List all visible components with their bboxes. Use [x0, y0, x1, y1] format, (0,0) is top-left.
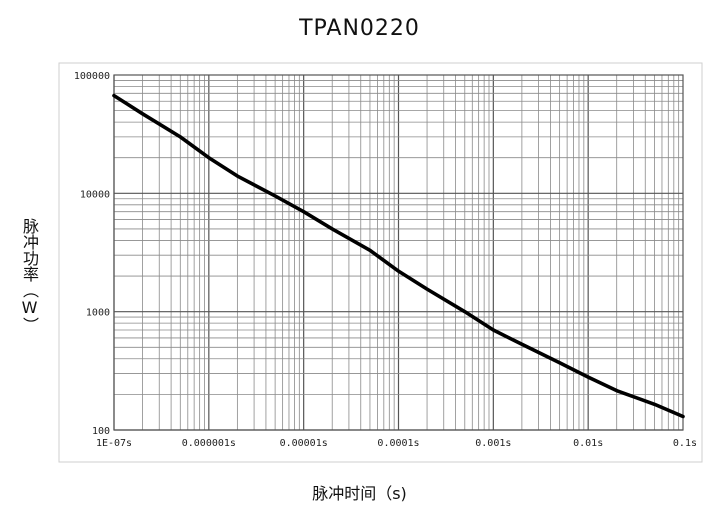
plot-border — [113, 74, 684, 431]
y-axis-label: 脉冲功率（W） — [20, 217, 39, 333]
x-tick-label: 1E-07s — [96, 438, 132, 449]
x-axis-label: 脉冲时间（s) — [312, 484, 407, 503]
series-line — [112, 93, 685, 419]
y-tick-label: 1000 — [86, 308, 110, 319]
x-tick-label: 0.01s — [573, 438, 603, 449]
x-tick-labels: 1E-07s 0.000001s 0.00001s 0.0001s 0.001s 0.01… — [96, 438, 697, 449]
y-tick-labels: 100 1000 10000 100000 — [74, 71, 110, 437]
x-tick-label: 0.1s — [673, 438, 697, 449]
grid — [113, 75, 683, 431]
y-tick-label: 100 — [92, 426, 110, 437]
x-tick-label: 0.000001s — [182, 438, 236, 449]
y-tick-label: 100000 — [74, 71, 110, 82]
chart-title: TPAN0220 — [299, 16, 420, 41]
x-tick-label: 0.00001s — [280, 438, 328, 449]
x-tick-label: 0.001s — [475, 438, 511, 449]
series-group — [112, 93, 685, 419]
x-tick-label: 0.0001s — [377, 438, 419, 449]
y-tick-label: 10000 — [80, 189, 110, 200]
